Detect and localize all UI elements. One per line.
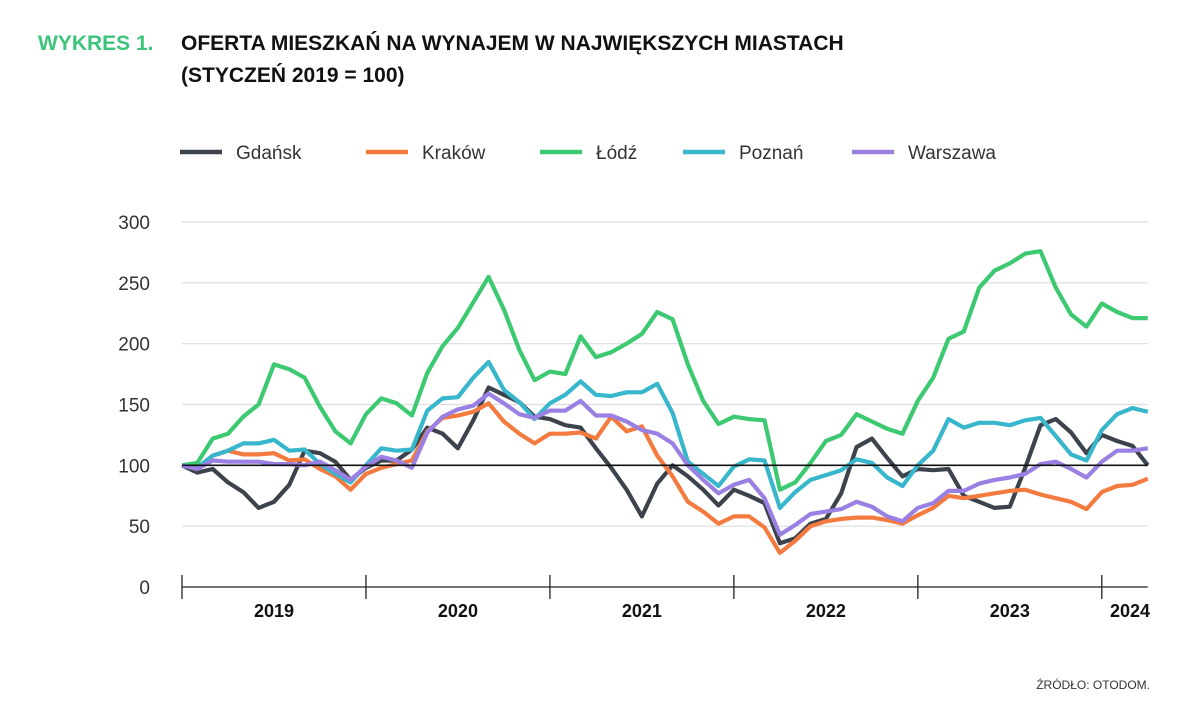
legend-item: Poznań — [683, 143, 803, 164]
legend-label: Łódź — [596, 143, 637, 164]
x-axis: 2019 2020 2021 2022 2023 2024 — [181, 575, 1150, 621]
legend-item: Kraków — [366, 143, 486, 164]
chart-label: WYKRES 1. — [38, 32, 154, 55]
legend-item: Łódź — [540, 143, 637, 164]
series-lines — [181, 249, 1150, 556]
x-tick-label: 2024 — [1110, 601, 1150, 621]
x-tick-label: 2019 — [254, 601, 294, 621]
chart-title: OFERTA MIESZKAŃ NA WYNAJEM W NAJWIĘKSZYC… — [181, 32, 844, 55]
legend-label: Kraków — [422, 143, 486, 164]
y-axis: 0 50 100 150 200 250 300 — [118, 213, 150, 599]
legend-item: Gdańsk — [180, 143, 302, 164]
source-note: ŹRÓDŁO: OTODOM. — [1036, 677, 1150, 692]
y-tick-label: 300 — [118, 213, 150, 234]
y-tick-label: 0 — [139, 578, 150, 599]
series-line-łódź — [181, 249, 1148, 492]
grid — [182, 221, 1148, 527]
y-tick-label: 50 — [129, 517, 150, 538]
x-tick-label: 2020 — [438, 601, 478, 621]
legend-label: Warszawa — [908, 143, 996, 164]
y-tick-label: 200 — [118, 335, 150, 356]
series-line-gdańsk — [181, 385, 1150, 546]
legend-label: Gdańsk — [236, 143, 302, 164]
chart-subtitle: (STYCZEŃ 2019 = 100) — [181, 64, 405, 87]
x-tick-label: 2023 — [990, 601, 1030, 621]
legend-label: Poznań — [739, 143, 803, 164]
x-tick-label: 2022 — [806, 601, 846, 621]
y-tick-label: 250 — [118, 274, 150, 295]
x-tick-label: 2021 — [622, 601, 662, 621]
y-tick-label: 150 — [118, 396, 150, 417]
legend: Gdańsk Kraków Łódź Poznań Warszawa — [180, 143, 996, 164]
legend-item: Warszawa — [852, 143, 996, 164]
series-line-warszawa — [181, 391, 1149, 537]
y-tick-label: 100 — [118, 456, 150, 477]
series-line-poznań — [181, 359, 1149, 510]
